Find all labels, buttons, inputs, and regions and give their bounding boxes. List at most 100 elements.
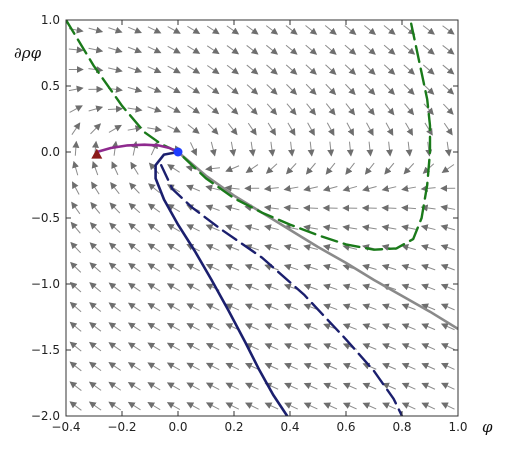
field-arrow [342,185,358,192]
field-arrow [147,283,161,292]
field-arrow [91,160,99,176]
field-arrow [305,44,318,55]
field-arrow [440,402,455,410]
field-arrow [166,402,181,411]
field-arrow [283,244,299,251]
x-tick-label: 0.8 [392,420,411,434]
field-arrow [111,161,119,176]
field-arrow [166,362,181,371]
field-arrow [381,224,397,232]
y-tick-label: 1.0 [41,13,60,27]
field-arrow [69,105,83,113]
field-arrow [69,281,82,293]
field-arrow [72,160,79,176]
field-arrow [127,105,143,113]
field-arrow [166,263,181,272]
field-arrow [366,122,374,136]
field-arrow [166,243,181,252]
field-arrow [247,103,258,115]
field-arrow [127,125,143,133]
field-arrow [69,341,82,352]
x-axis-ticks: −0.4 −0.2 0.0 0.2 0.4 0.6 0.8 1.0 [51,20,468,434]
field-arrow [166,204,181,213]
field-arrow [226,64,239,75]
y-tick-label: −0.5 [31,211,60,225]
field-arrow [342,244,358,251]
field-arrow [403,84,415,95]
field-arrow [303,362,318,370]
field-arrow [362,343,377,350]
field-arrow [263,204,279,212]
field-arrow [205,402,220,410]
field-arrow [109,202,121,214]
field-arrow [283,185,299,192]
field-arrow [70,261,82,273]
field-arrow [403,163,415,175]
field-arrow [346,122,354,136]
field-arrow [362,323,377,330]
field-arrow [246,45,259,55]
field-arrow [443,122,453,136]
field-arrow [88,401,102,411]
field-arrow [127,322,141,332]
field-arrow [401,283,416,291]
field-arrow [283,303,299,311]
field-arrow [205,204,220,212]
field-arrow [423,103,434,116]
field-arrow [205,263,220,271]
field-arrow [90,123,102,135]
fixed-points [91,147,183,159]
field-arrow [88,105,104,113]
field-arrow [147,302,161,312]
field-arrow [403,64,415,75]
field-arrow [401,185,416,192]
field-arrow [147,243,161,252]
field-arrow [147,362,161,371]
field-arrow [423,84,435,95]
field-arrow [71,122,81,135]
field-arrow [226,45,240,55]
field-arrow [127,381,141,391]
field-arrow [303,283,318,291]
field-arrow [440,323,455,331]
field-arrow [381,185,397,192]
field-arrow [381,263,397,271]
field-arrow [225,362,240,371]
field-arrow [89,282,102,293]
field-arrow [401,244,416,251]
field-arrow [227,103,239,115]
field-arrow [128,282,141,292]
field-arrow [186,224,200,232]
field-arrow [325,64,337,75]
field-arrow [381,204,397,212]
field-arrow [440,204,456,212]
field-arrow [72,181,80,195]
field-arrow [147,263,161,272]
field-arrow [225,224,240,231]
field-arrow [147,46,162,54]
field-arrow [167,65,181,74]
field-arrow [147,26,162,34]
field-arrow [327,141,335,157]
field-arrow [69,361,82,372]
y-axis-label: ∂ρφ [14,44,42,62]
field-arrow [303,224,318,232]
field-arrow [284,402,298,410]
field-arrow [110,181,120,195]
field-arrow [166,322,181,331]
field-arrow [420,224,436,232]
x-tick-label: 0.0 [168,420,187,434]
field-arrow [70,221,81,234]
field-arrow [344,64,357,75]
field-arrow [322,244,338,251]
field-arrow [264,402,279,410]
x-tick-label: 1.0 [448,420,467,434]
field-arrow [401,343,416,350]
field-arrow [284,323,299,331]
field-arrow [89,341,102,352]
field-arrow [205,343,220,351]
field-arrow [345,162,355,175]
field-arrow [224,204,240,212]
field-arrow [225,244,240,251]
x-tick-label: 0.2 [224,420,243,434]
